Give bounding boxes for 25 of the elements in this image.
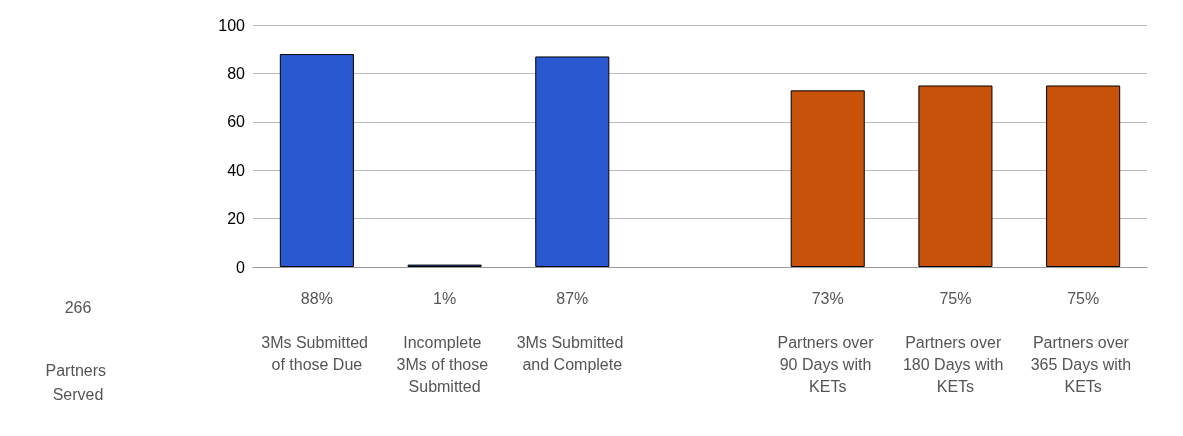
x-tick-label: Partners over 90 Days with KETs [777,333,878,395]
bar [918,85,993,267]
x-tick-label: 3Ms Submitted of those Due [261,333,373,373]
text: 266 [64,298,92,316]
y-tick-label: 0 [236,258,246,276]
y-tick-label: 40 [227,161,246,179]
data-label: 87% [556,289,589,307]
data-label: 1% [433,289,457,307]
bar [279,54,354,267]
x-tick-label: Incomplete 3Ms of those Submitted [396,333,493,395]
y-tick-label: 80 [227,64,246,82]
y-tick-label: 60 [227,113,246,131]
data-label: 75% [1067,289,1100,307]
data-label: 75% [939,289,972,307]
data-label: 88% [300,289,333,307]
bar [535,56,610,267]
bar [790,90,865,267]
y-tick-label: 100 [218,16,246,34]
text: Partners Served [45,361,111,403]
y-tick-label: 20 [227,210,246,228]
data-label: 73% [811,289,844,307]
x-tick-label: Partners over 365 Days with KETs [1030,333,1136,395]
bar [1046,85,1121,267]
x-tick-label: Partners over 180 Days with KETs [902,333,1008,395]
x-tick-label: 3Ms Submitted and Complete [516,333,628,373]
